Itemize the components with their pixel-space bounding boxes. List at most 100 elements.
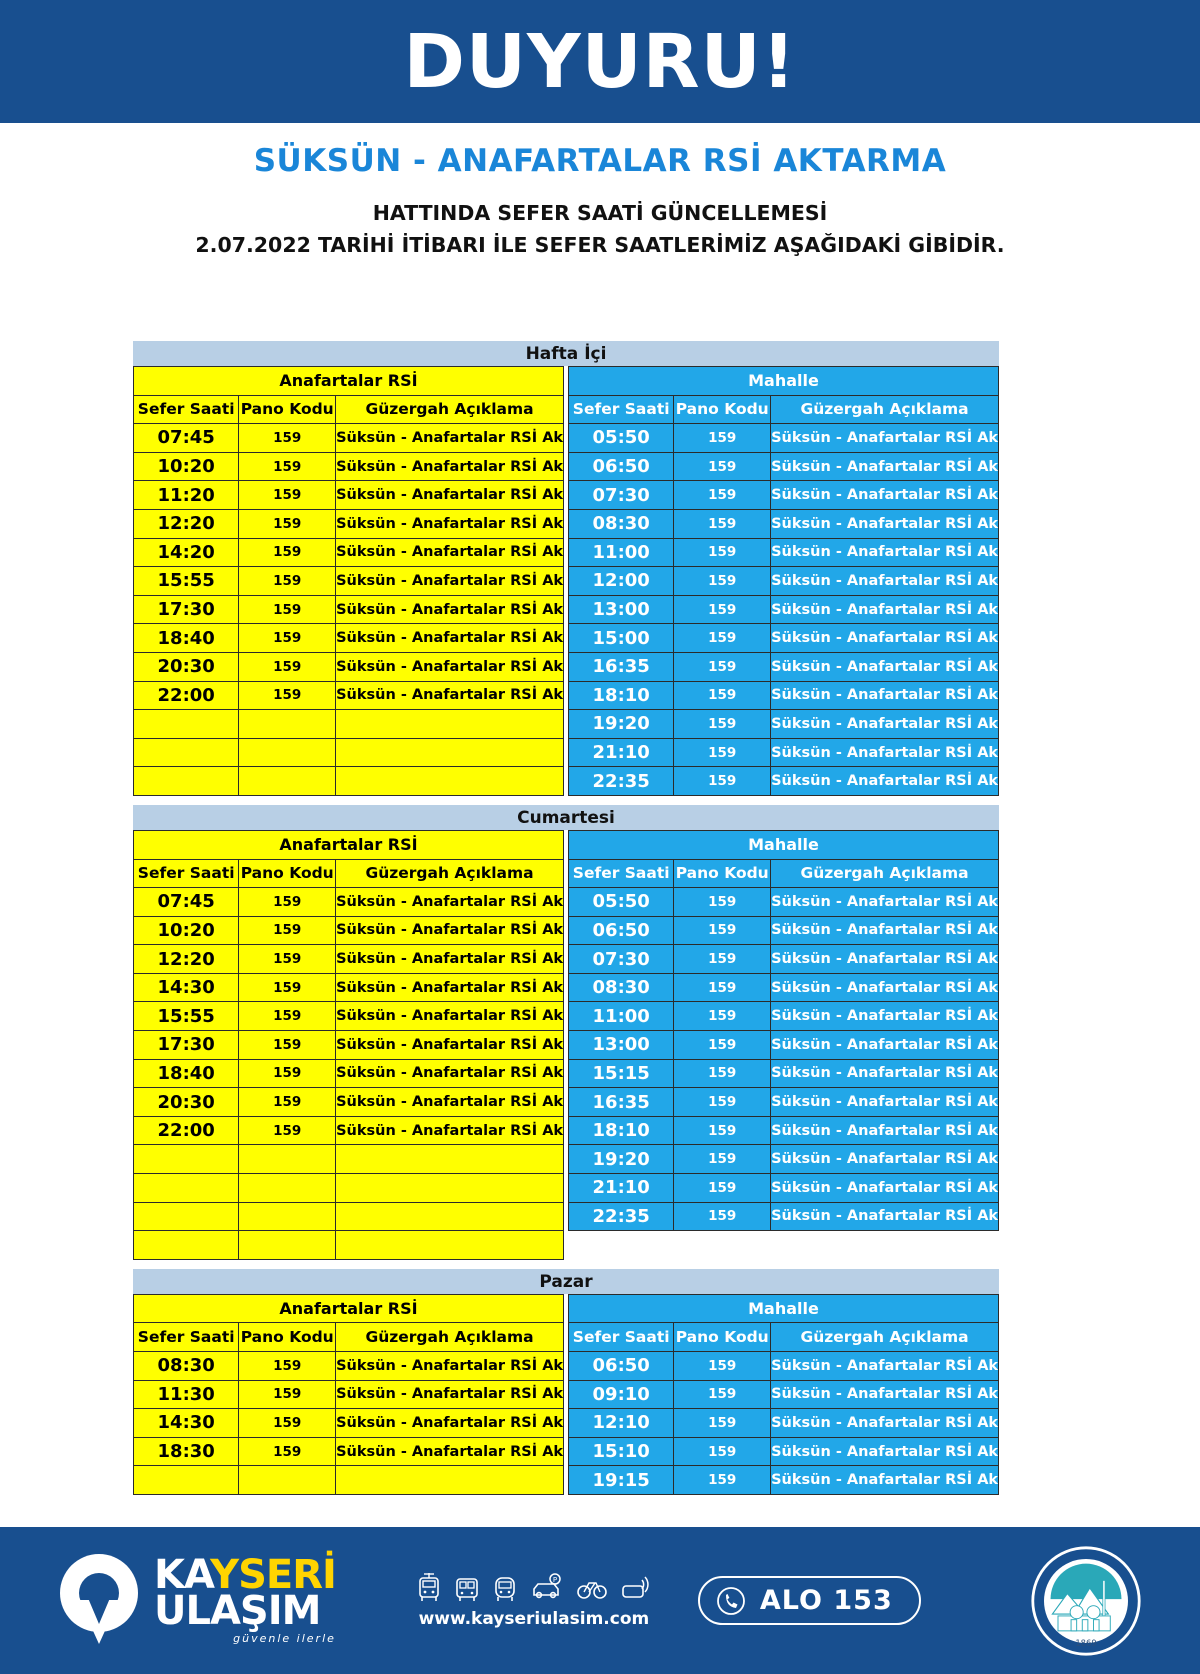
cell-pano-code: 159 bbox=[238, 1408, 337, 1438]
table-row-empty bbox=[132, 1201, 564, 1232]
brand-tagline: güvenle ilerle bbox=[233, 1632, 336, 1646]
cell-departure-time: 19:20 bbox=[567, 709, 675, 739]
table-group-header-row: Mahalle bbox=[568, 1293, 999, 1324]
cell-empty bbox=[335, 737, 564, 768]
col-header-code: Pano Kodu bbox=[673, 394, 772, 425]
col-header-desc: Güzergah Açıklama bbox=[770, 394, 999, 425]
table-column-header-row: Sefer Saati Pano Kodu Güzergah Açıklama bbox=[567, 394, 999, 425]
hotline-label: ALO 153 bbox=[759, 1585, 893, 1616]
cell-route-description: Süksün - Anafartalar RSİ Aktarma bbox=[770, 1201, 999, 1232]
cell-route-description: Süksün - Anafartalar RSİ Aktarma bbox=[335, 537, 564, 568]
cell-pano-code: 159 bbox=[238, 1001, 337, 1032]
cell-departure-time: 21:10 bbox=[567, 1173, 675, 1203]
cell-departure-time: 17:30 bbox=[132, 1030, 240, 1060]
cell-pano-code: 159 bbox=[673, 1030, 772, 1060]
cell-departure-time: 18:30 bbox=[132, 1436, 240, 1467]
cell-route-description: Süksün - Anafartalar RSİ Aktarma bbox=[770, 1087, 999, 1117]
cell-departure-time: 05:50 bbox=[567, 887, 675, 917]
cell-route-description: Süksün - Anafartalar RSİ Aktarma bbox=[335, 887, 564, 917]
table-column-header-row: Sefer Saati Pano Kodu Güzergah Açıklama bbox=[132, 858, 564, 889]
direction-anafartalar: Anafartalar RSİ Sefer Saati Pano Kodu Güzer… bbox=[132, 829, 566, 1260]
day-block: Hafta İçi Anafartalar RSİ Sefer Saati Pano … bbox=[132, 341, 999, 796]
cell-departure-time: 14:30 bbox=[132, 1408, 240, 1438]
cell-departure-time: 22:00 bbox=[132, 1115, 240, 1146]
cell-departure-time: 14:30 bbox=[132, 972, 240, 1003]
cell-departure-time: 08:30 bbox=[567, 508, 675, 539]
kayseri-ulasim-logo: KAYSERİ ULAŞIM güvenle ilerle bbox=[60, 1553, 337, 1648]
transport-mode-icons: P bbox=[416, 1572, 652, 1603]
table-group-header-row: Anafartalar RSİ bbox=[133, 366, 564, 396]
train-icon bbox=[495, 1576, 515, 1601]
day-title: Hafta İçi bbox=[133, 341, 999, 366]
cell-pano-code: 159 bbox=[673, 1144, 772, 1175]
cell-empty bbox=[335, 766, 564, 796]
col-header-desc: Güzergah Açıklama bbox=[335, 394, 564, 425]
day-title: Cumartesi bbox=[133, 804, 999, 830]
cell-route-description: Süksün - Anafartalar RSİ Aktarma bbox=[770, 972, 999, 1003]
tram-icon bbox=[419, 1572, 439, 1601]
hotline-button[interactable]: ALO 153 bbox=[697, 1576, 921, 1625]
cell-pano-code: 159 bbox=[673, 508, 772, 539]
cell-empty bbox=[132, 1230, 240, 1260]
cell-departure-time: 22:35 bbox=[567, 1201, 675, 1232]
cell-empty bbox=[132, 709, 240, 739]
cell-departure-time: 11:00 bbox=[567, 1001, 675, 1032]
cell-empty bbox=[335, 1201, 564, 1232]
cell-departure-time: 13:00 bbox=[567, 1030, 675, 1060]
cell-departure-time: 21:10 bbox=[567, 737, 675, 768]
brand-line2: ULAŞIM bbox=[154, 1588, 321, 1635]
cell-departure-time: 22:35 bbox=[567, 766, 675, 796]
cell-route-description: Süksün - Anafartalar RSİ Aktarma bbox=[770, 423, 999, 453]
phone-icon bbox=[717, 1586, 745, 1615]
direction-anafartalar: Anafartalar RSİ Sefer Saati Pano Kodu Güzer… bbox=[132, 1293, 566, 1495]
cell-departure-time: 07:45 bbox=[132, 887, 240, 917]
cell-empty bbox=[132, 1465, 240, 1495]
cell-empty bbox=[132, 1144, 240, 1175]
schedule-table: Anafartalar RSİ Sefer Saati Pano Kodu Güzer… bbox=[132, 829, 564, 1260]
cell-route-description: Süksün - Anafartalar RSİ Aktarma bbox=[335, 1115, 564, 1146]
cell-route-description: Süksün - Anafartalar RSİ Aktarma bbox=[770, 737, 999, 768]
table-row-empty bbox=[132, 709, 564, 739]
cell-route-description: Süksün - Anafartalar RSİ Aktarma bbox=[770, 1144, 999, 1175]
cell-departure-time: 19:20 bbox=[567, 1144, 675, 1175]
cell-empty bbox=[238, 1144, 337, 1175]
cell-empty bbox=[335, 1230, 564, 1260]
bicycle-icon bbox=[577, 1581, 607, 1599]
cell-departure-time: 18:40 bbox=[132, 1058, 240, 1089]
cell-departure-time: 22:00 bbox=[132, 680, 240, 711]
cell-route-description: Süksün - Anafartalar RSİ Aktarma bbox=[335, 1087, 564, 1117]
website-block: P www.kayseriulasim.com bbox=[416, 1572, 652, 1629]
cell-pano-code: 159 bbox=[238, 423, 337, 453]
cell-route-description: Süksün - Anafartalar RSİ Aktarma bbox=[335, 915, 564, 946]
website-url[interactable]: www.kayseriulasim.com bbox=[418, 1608, 650, 1629]
cell-pano-code: 159 bbox=[673, 1058, 772, 1089]
cell-route-description: Süksün - Anafartalar RSİ Aktarma bbox=[335, 480, 564, 510]
group-title: Anafartalar RSİ bbox=[133, 1293, 564, 1324]
table-group-header-row: Anafartalar RSİ bbox=[133, 1293, 564, 1324]
table-group-header-row: Mahalle bbox=[568, 829, 999, 860]
cell-route-description: Süksün - Anafartalar RSİ Aktarma bbox=[770, 944, 999, 974]
direction-mahalle: Mahalle Sefer Saati Pano Kodu Güzergah Açık… bbox=[566, 1293, 999, 1495]
cell-pano-code: 159 bbox=[673, 1436, 772, 1467]
